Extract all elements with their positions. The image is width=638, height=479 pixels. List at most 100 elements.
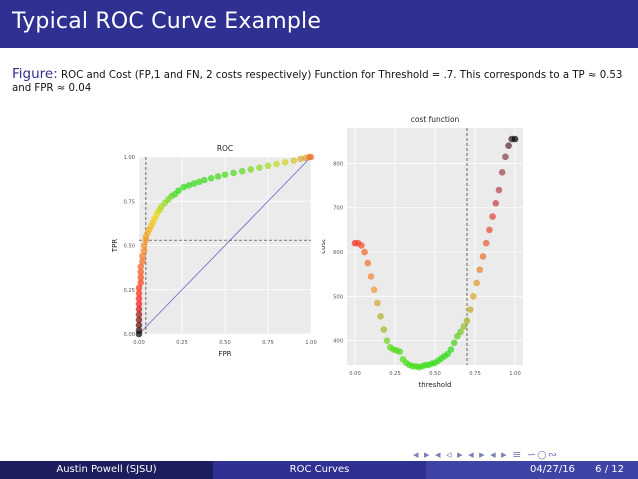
cost-data-point (473, 279, 480, 287)
cost-data-point (479, 253, 487, 260)
roc-data-point (281, 159, 289, 166)
roc-data-point (264, 162, 272, 170)
roc-x-tick-label: 0.00 (133, 340, 145, 346)
roc-data-point (256, 164, 263, 171)
cost-data-point (377, 312, 384, 320)
roc-chart: ROC FPR TPR 0.00 0.25 0.50 0.75 1.00 0.00 0.25 0.5… (111, 144, 317, 358)
roc-data-point (238, 167, 246, 175)
roc-data-point (135, 316, 143, 324)
roc-data-point (290, 157, 298, 164)
cost-data-point (492, 200, 500, 207)
cost-y-tick-label: 400 (333, 339, 343, 345)
cost-y-axis-label: cost (322, 239, 327, 254)
roc-data-point (135, 289, 143, 297)
cost-x-tick-label: 0.50 (429, 371, 441, 377)
roc-reference-diagonal (138, 156, 312, 335)
roc-y-tick-label: 0.25 (123, 288, 135, 294)
figure-label: Figure: (12, 66, 58, 82)
slide-title: Typical ROC Curve Example (12, 9, 322, 34)
roc-x-tick-label: 0.50 (219, 340, 231, 346)
roc-y-tick-label: 0.75 (123, 199, 135, 205)
footer-right: 04/27/16 6 / 12 (426, 461, 638, 479)
roc-data-point (135, 295, 143, 302)
roc-x-tick-label: 1.00 (305, 340, 317, 346)
cost-title: cost function (411, 115, 460, 124)
footer-page-number: 6 / 12 (595, 464, 624, 475)
roc-data-point (214, 173, 222, 180)
cost-data-point (370, 286, 378, 293)
cost-data-point (358, 242, 365, 249)
roc-data-point (175, 187, 182, 194)
roc-data-point (135, 284, 143, 292)
roc-x-tick-label: 0.25 (176, 340, 188, 346)
roc-data-point (180, 183, 188, 191)
footer-topic: ROC Curves (213, 461, 426, 479)
cost-data-point (396, 348, 404, 356)
roc-data-point (140, 242, 148, 249)
cost-data-point (495, 186, 503, 194)
cost-data-point (489, 213, 496, 220)
cost-data-point (505, 142, 512, 150)
roc-data-point (135, 311, 143, 318)
footer-bar: Austin Powell (SJSU) ROC Curves 04/27/16… (0, 461, 638, 479)
roc-data-point (135, 321, 143, 329)
beamer-navigation-icons[interactable]: ◂ ▸ ◂ ◃ ▸ ◂ ▸ ◂ ▸ ≡ ∽○∾ (413, 448, 558, 461)
cost-y-tick-label: 500 (333, 294, 343, 300)
cost-data-point (498, 168, 506, 176)
cost-data-point (450, 339, 458, 347)
figure-caption: Figure: ROC and Cost (FP,1 and FN, 2 cos… (12, 66, 624, 95)
title-bar (0, 0, 638, 48)
cost-y-tick-label: 600 (333, 250, 343, 256)
roc-x-tick-label: 0.75 (262, 340, 274, 346)
cost-x-tick-label: 1.00 (509, 371, 521, 377)
roc-data-point (207, 174, 215, 182)
cost-data-point (502, 153, 509, 161)
roc-data-point (185, 182, 193, 189)
roc-data-point (230, 169, 237, 177)
roc-title: ROC (217, 144, 233, 153)
roc-data-point (201, 176, 208, 184)
cost-data-point (361, 248, 368, 256)
roc-data-point (297, 155, 304, 163)
roc-data-point (135, 300, 143, 308)
cost-function-chart: cost function threshold cost 0.00 0.25 0.50 0.… (322, 115, 523, 387)
cost-x-axis-label: threshold (419, 381, 452, 387)
cost-x-tick-label: 0.75 (469, 371, 481, 377)
cost-data-point (383, 337, 391, 344)
cost-x-tick-label: 0.25 (389, 371, 401, 377)
roc-data-point (137, 263, 145, 271)
roc-data-point (140, 247, 148, 255)
roc-data-point (221, 171, 229, 178)
cost-data-point (457, 328, 464, 336)
cost-data-point (447, 346, 455, 353)
cost-data-point (482, 239, 490, 247)
cost-data-point (511, 135, 519, 143)
cost-data-point (463, 317, 471, 325)
roc-data-point (139, 252, 146, 260)
roc-data-point (273, 160, 280, 168)
roc-data-point (307, 153, 315, 161)
roc-data-point (137, 268, 145, 276)
roc-data-point (135, 327, 143, 334)
cost-data-point (470, 293, 477, 300)
footer-date: 04/27/16 (530, 464, 575, 475)
cost-data-point (460, 323, 468, 330)
cost-data-point (364, 259, 372, 267)
roc-data-point (135, 305, 143, 313)
roc-y-tick-label: 1.00 (123, 155, 135, 161)
roc-x-axis-label: FPR (218, 350, 231, 358)
roc-data-point (137, 279, 145, 286)
cost-data-point (476, 266, 484, 274)
cost-data-point (466, 306, 474, 313)
cost-x-tick-label: 0.00 (349, 371, 361, 377)
roc-data-point (247, 166, 255, 173)
cost-data-point (374, 299, 381, 307)
cost-data-point (367, 273, 375, 280)
roc-data-point (139, 258, 146, 265)
cost-data-point (380, 326, 388, 333)
footer-author: Austin Powell (SJSU) (0, 461, 213, 479)
roc-data-point (190, 180, 198, 187)
caption-text: ROC and Cost (FP,1 and FN, 2 costs respe… (12, 70, 623, 94)
roc-data-point (195, 178, 203, 186)
cost-data-point (486, 226, 493, 234)
